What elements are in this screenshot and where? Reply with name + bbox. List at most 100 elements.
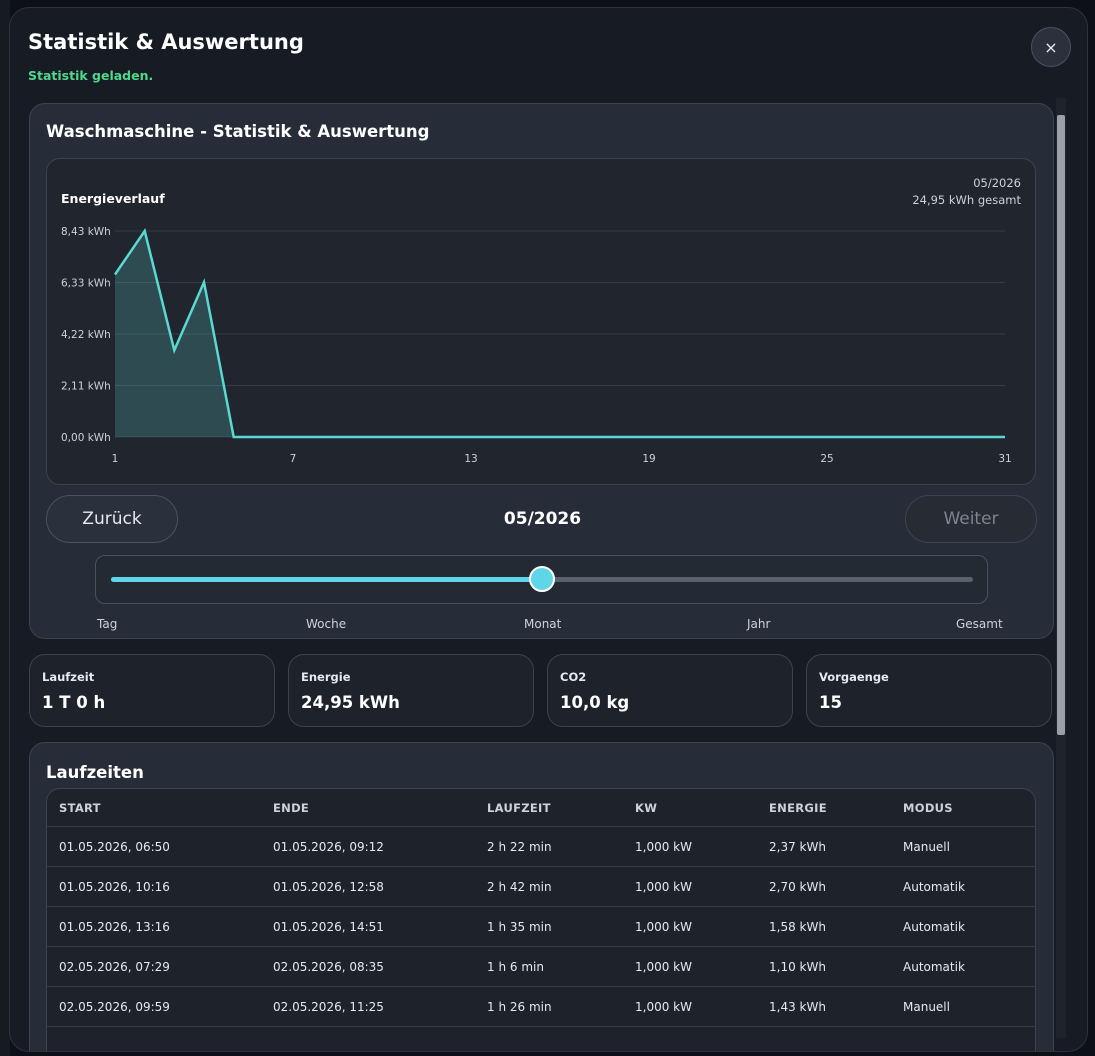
cell-kw: 1,000 kW xyxy=(635,880,692,894)
close-icon: × xyxy=(1044,37,1058,57)
data-point xyxy=(973,435,977,439)
series-area xyxy=(115,231,1005,437)
x-tick-label: 25 xyxy=(820,453,833,465)
kpi-value: 15 xyxy=(819,693,842,712)
data-point xyxy=(795,435,799,439)
cell-energy: 2,37 kWh xyxy=(769,840,826,854)
runtimes-title: Laufzeiten xyxy=(46,763,144,782)
x-tick-label: 7 xyxy=(290,453,297,465)
kpi-value: 10,0 kg xyxy=(560,693,630,712)
column-header-start: START xyxy=(59,801,101,815)
back-button[interactable]: Zurück xyxy=(46,495,178,543)
data-point xyxy=(469,435,473,439)
cell-runtime: 1 h 6 min xyxy=(487,960,544,974)
x-tick-label: 31 xyxy=(998,453,1011,465)
cell-mode: Automatik xyxy=(903,880,965,894)
cell-kw: 1,000 kW xyxy=(635,960,692,974)
granularity-slider[interactable] xyxy=(95,555,988,604)
table-row: 02.05.2026, 07:29 02.05.2026, 08:35 1 h … xyxy=(47,947,1035,987)
kpi-operations: Vorgaenge 15 xyxy=(806,654,1052,727)
kpi-co2: CO2 10,0 kg xyxy=(547,654,793,727)
data-point xyxy=(350,435,354,439)
cell-mode: Automatik xyxy=(903,920,965,934)
chart-period: 05/2026 xyxy=(973,176,1021,190)
data-point xyxy=(588,435,592,439)
data-point xyxy=(439,435,443,439)
cell-runtime: 2 h 22 min xyxy=(487,840,552,854)
data-point xyxy=(855,435,859,439)
cell-start: 01.05.2026, 13:16 xyxy=(59,920,170,934)
y-tick-label: 6,33 kWh xyxy=(61,278,111,290)
column-header-runtime: LAUFZEIT xyxy=(487,801,551,815)
period-label: 05/2026 xyxy=(503,509,582,529)
y-tick-label: 0,00 kWh xyxy=(61,432,111,444)
cell-runtime: 1 h 26 min xyxy=(487,1000,552,1014)
cell-energy: 1,10 kWh xyxy=(769,960,826,974)
column-header-energy: ENERGIE xyxy=(769,801,827,815)
cell-energy: 2,70 kWh xyxy=(769,880,826,894)
cell-kw: 1,000 kW xyxy=(635,920,692,934)
data-point xyxy=(202,280,206,284)
table-row: 02.05.2026, 09:59 02.05.2026, 11:25 1 h … xyxy=(47,987,1035,1027)
table-header: START ENDE LAUFZEIT KW ENERGIE MODUS xyxy=(47,789,1035,827)
cell-kw: 1,000 kW xyxy=(635,1000,692,1014)
cell-start: 01.05.2026, 06:50 xyxy=(59,840,170,854)
kpi-value: 1 T 0 h xyxy=(42,693,106,712)
column-header-mode: MODUS xyxy=(903,801,953,815)
data-point xyxy=(766,435,770,439)
granularity-label-tag[interactable]: Tag xyxy=(97,617,118,631)
data-point xyxy=(647,435,651,439)
granularity-label-week[interactable]: Woche xyxy=(306,617,347,631)
cell-end: 02.05.2026, 11:25 xyxy=(273,1000,384,1014)
kpi-runtime: Laufzeit 1 T 0 h xyxy=(29,654,275,727)
cell-start: 02.05.2026, 09:59 xyxy=(59,1000,170,1014)
kpi-label: Energie xyxy=(301,670,351,684)
data-point xyxy=(944,435,948,439)
kpi-label: CO2 xyxy=(560,670,587,684)
data-point xyxy=(380,435,384,439)
cell-end: 02.05.2026, 08:35 xyxy=(273,960,384,974)
cell-kw: 1,000 kW xyxy=(635,840,692,854)
device-statistics-title: Waschmaschine - Statistik & Auswertung xyxy=(46,122,430,141)
cell-mode: Manuell xyxy=(903,1000,950,1014)
scrollbar-thumb[interactable] xyxy=(1057,115,1065,735)
granularity-label-year[interactable]: Jahr xyxy=(747,617,771,631)
data-point xyxy=(617,435,621,439)
kpi-label: Laufzeit xyxy=(42,670,95,684)
slider-thumb[interactable] xyxy=(529,566,555,592)
x-tick-label: 13 xyxy=(464,453,477,465)
data-point xyxy=(321,435,325,439)
statistics-card: Waschmaschine - Statistik & Auswertung E… xyxy=(29,103,1054,639)
kpi-value: 24,95 kWh xyxy=(301,693,400,712)
data-point xyxy=(677,435,681,439)
cell-start: 01.05.2026, 10:16 xyxy=(59,880,170,894)
slider-fill xyxy=(111,577,542,582)
x-tick-label: 19 xyxy=(642,453,655,465)
data-point xyxy=(143,229,147,233)
data-point xyxy=(113,272,117,276)
cell-energy: 1,58 kWh xyxy=(769,920,826,934)
cell-end: 01.05.2026, 14:51 xyxy=(273,920,384,934)
kpi-energy: Energie 24,95 kWh xyxy=(288,654,534,727)
data-point xyxy=(825,435,829,439)
close-button[interactable]: × xyxy=(1031,27,1071,67)
data-point xyxy=(736,435,740,439)
x-tick-label: 1 xyxy=(112,453,119,465)
y-tick-label: 2,11 kWh xyxy=(61,381,111,393)
statistics-modal: Statistik & Auswertung Statistik geladen… xyxy=(9,7,1088,1052)
granularity-label-total[interactable]: Gesamt xyxy=(956,617,1003,631)
background-page xyxy=(0,0,10,1056)
table-row: 01.05.2026, 13:16 01.05.2026, 14:51 1 h … xyxy=(47,907,1035,947)
y-tick-label: 8,43 kWh xyxy=(61,226,111,238)
data-point xyxy=(232,435,236,439)
chart-title: Energieverlauf xyxy=(61,191,165,206)
cell-mode: Manuell xyxy=(903,840,950,854)
next-button[interactable]: Weiter xyxy=(905,495,1037,543)
column-header-kw: KW xyxy=(635,801,658,815)
granularity-label-month[interactable]: Monat xyxy=(524,617,562,631)
table-row: 01.05.2026, 06:50 01.05.2026, 09:12 2 h … xyxy=(47,827,1035,867)
runtimes-table: START ENDE LAUFZEIT KW ENERGIE MODUS 01.… xyxy=(46,788,1036,1051)
modal-content[interactable]: Waschmaschine - Statistik & Auswertung E… xyxy=(10,98,1087,1051)
data-point xyxy=(706,435,710,439)
modal-title: Statistik & Auswertung xyxy=(28,30,304,54)
